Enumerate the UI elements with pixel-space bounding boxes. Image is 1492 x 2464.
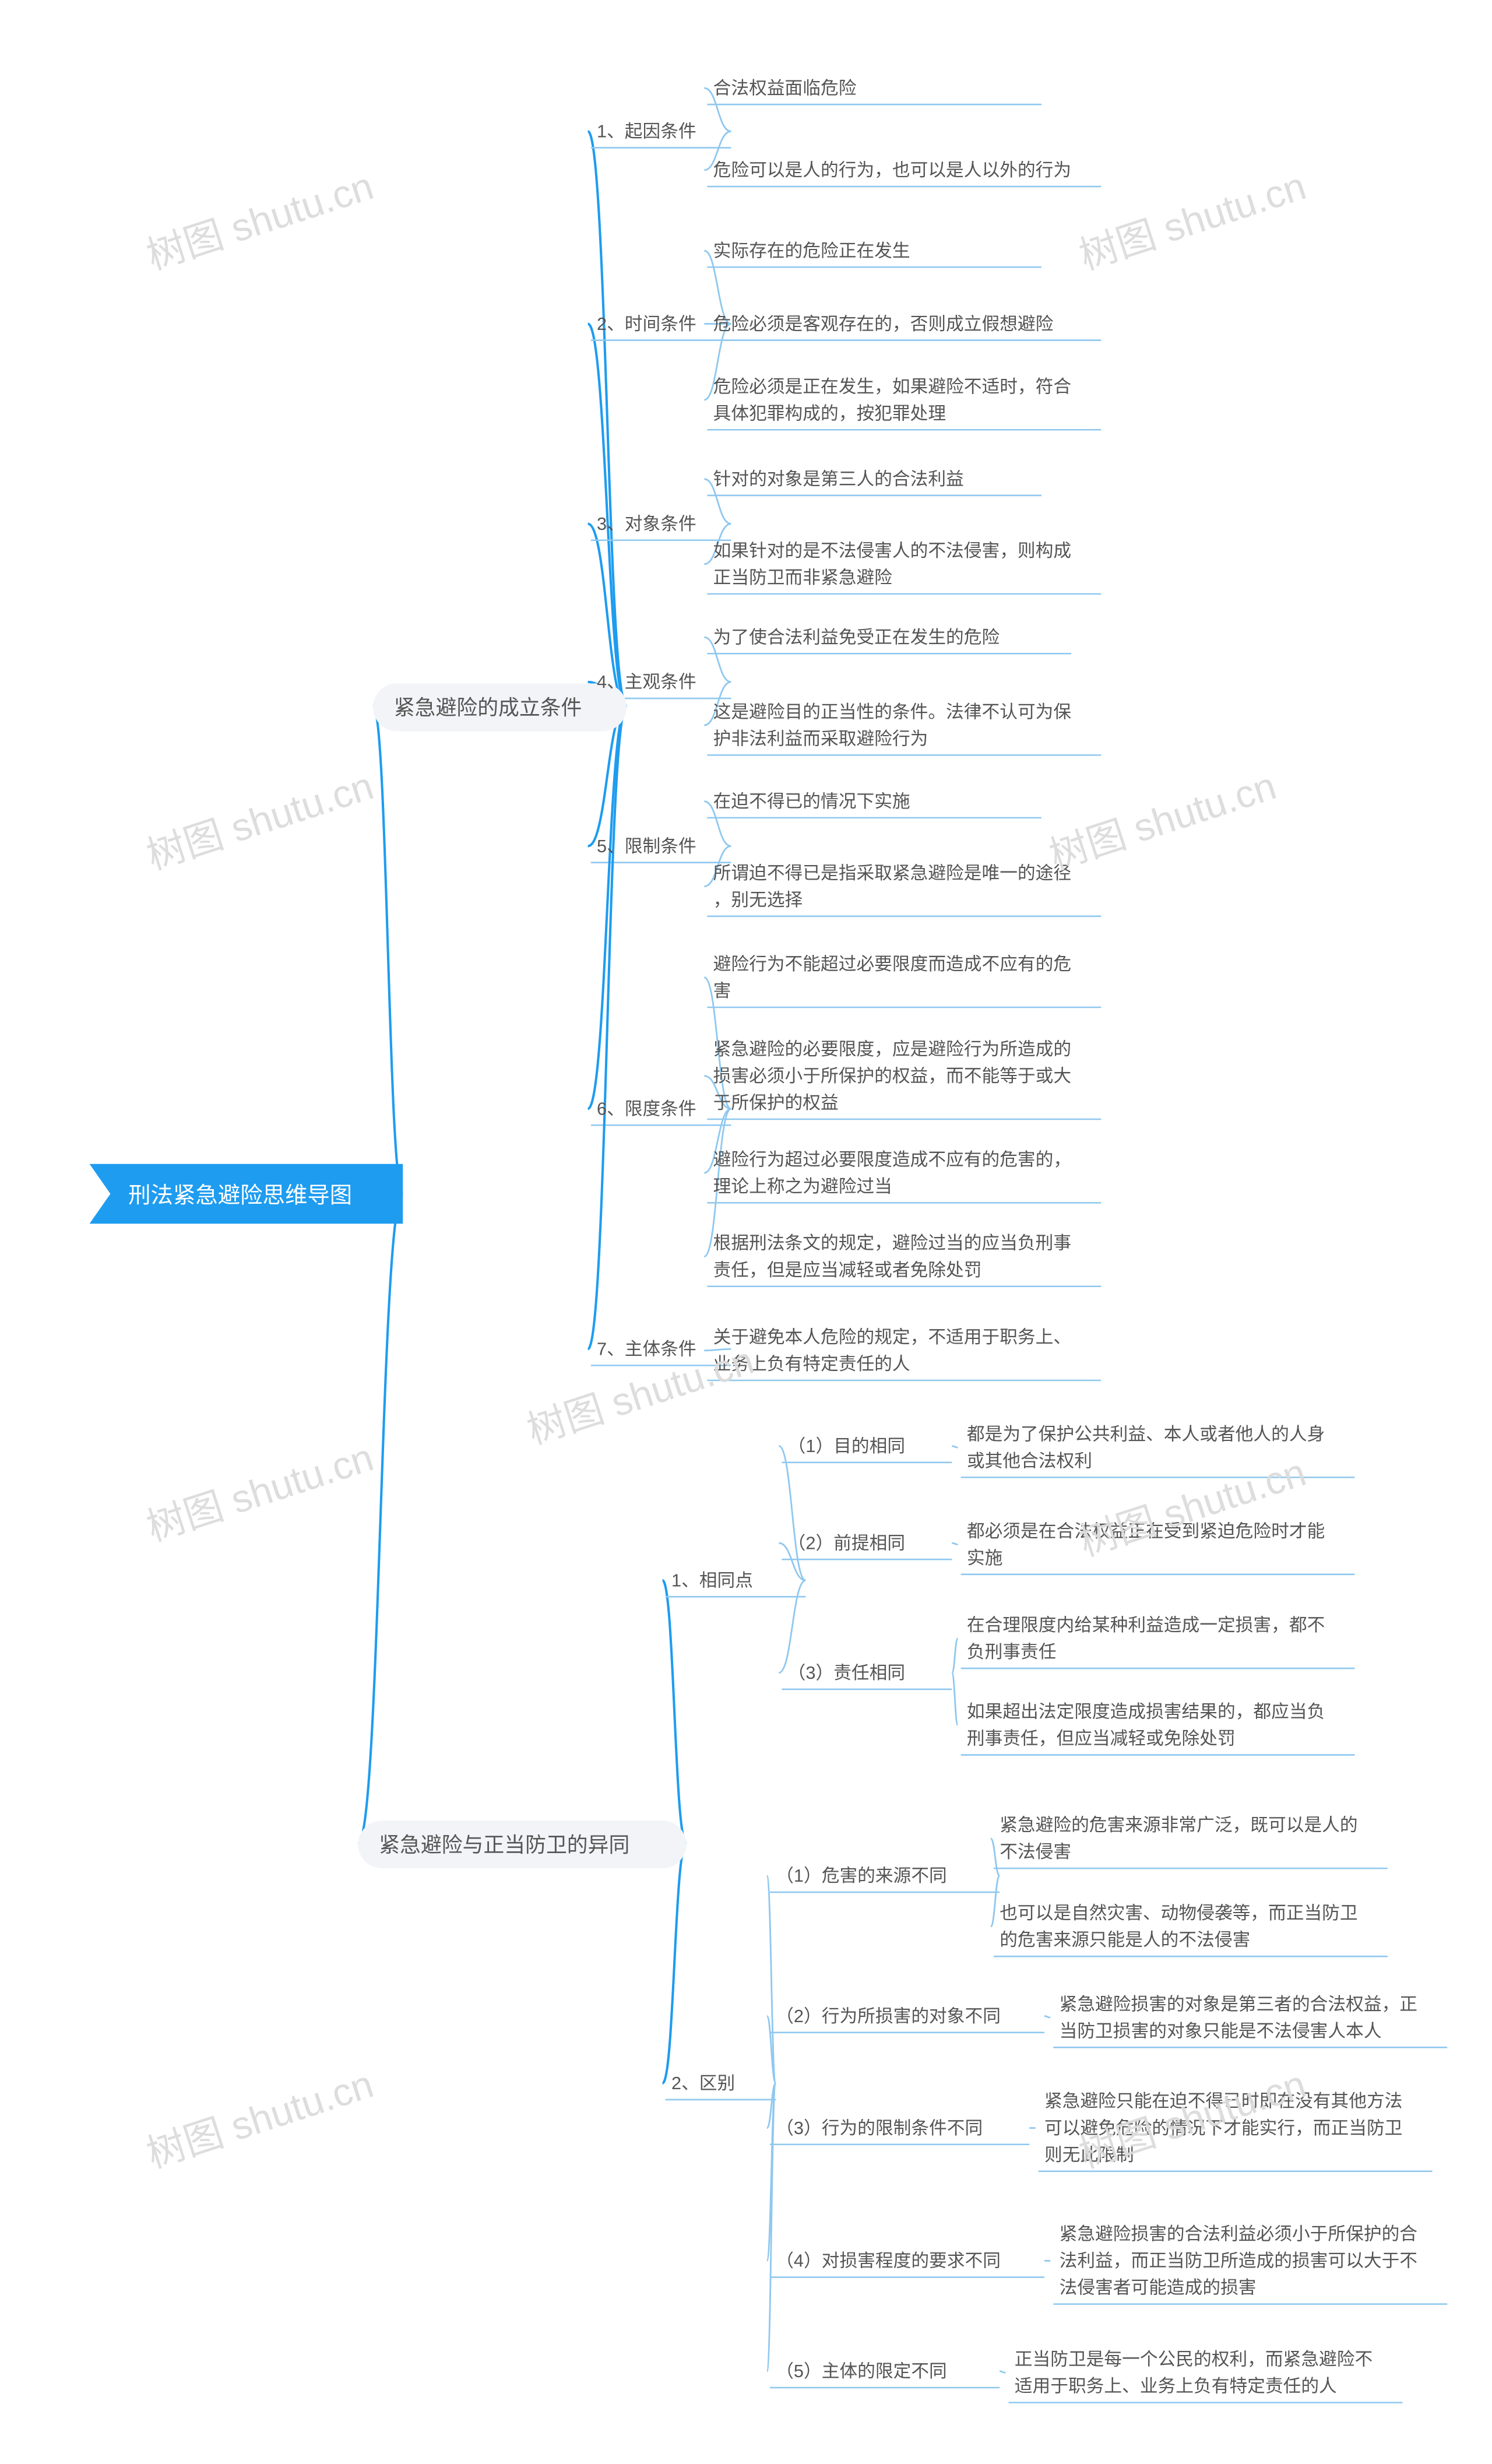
- node-n1a: 合法权益面临危险: [713, 75, 1041, 101]
- node-n7a: 关于避免本人危险的规定，不适用于职务上、 业务上负有特定责任的人: [713, 1324, 1102, 1377]
- node-n1: 1、起因条件: [597, 118, 731, 145]
- node-s2p3a: 紧急避险只能在迫不得已时即在没有其他方法 可以避免危险的情况下才能实行，而正当防…: [1044, 2087, 1433, 2168]
- node-n7: 7、主体条件: [597, 1335, 731, 1362]
- node-s2p4a: 紧急避险损害的合法利益必须小于所保护的合 法利益，而正当防卫所造成的损害可以大于…: [1060, 2220, 1448, 2301]
- node-n2b: 危险必须是客观存在的，否则成立假想避险: [713, 310, 1102, 337]
- node-s2p5: （5）主体的限定不同: [776, 2358, 1000, 2385]
- node-s2p2a: 紧急避险损害的对象是第三者的合法权益，正 当防卫损害的对象只能是不法侵害人本人: [1060, 1991, 1448, 2044]
- branch-b2: 紧急避险与正当防卫的异同: [358, 1820, 686, 1868]
- node-s1p3a: 在合理限度内给某种利益造成一定损害，都不 负刑事责任: [967, 1612, 1355, 1665]
- node-n6b: 紧急避险的必要限度，应是避险行为所造成的 损害必须小于所保护的权益，而不能等于或…: [713, 1036, 1102, 1116]
- edge: [1000, 2371, 1005, 2373]
- node-n5: 5、限制条件: [597, 832, 731, 859]
- node-s2p5a: 正当防卫是每一个公民的权利，而紧急避险不 适用于职务上、业务上负有特定责任的人: [1015, 2346, 1403, 2399]
- edge: [663, 1580, 687, 1843]
- node-s2p1a: 紧急避险的危害来源非常广泛，既可以是人的 不法侵害: [1000, 1812, 1388, 1865]
- node-s1p1: （1）目的相同: [788, 1433, 952, 1460]
- node-s1p3b: 如果超出法定限度造成损害结果的，都应当负 刑事责任，但应当减轻或免除处罚: [967, 1698, 1355, 1752]
- node-s1p2: （2）前提相同: [788, 1530, 952, 1556]
- stage-wrap: 刑法紧急避险思维导图 紧急避险的成立条件紧急避险与正当防卫的异同 1、起因条件 合法权…: [0, 0, 1492, 2464]
- node-s1p3: （3）责任相同: [788, 1660, 952, 1686]
- node-n4a: 为了使合法利益免受正在发生的危险: [713, 624, 1071, 651]
- node-n4b: 这是避险目的正当性的条件。法律不认可为保 护非法利益而采取避险行为: [713, 698, 1102, 752]
- node-s1: 1、相同点: [671, 1567, 805, 1594]
- edge: [1044, 2016, 1050, 2018]
- node-n5a: 在迫不得已的情况下实施: [713, 788, 1041, 815]
- edge: [952, 1673, 958, 1725]
- node-n6a: 避险行为不能超过必要限度而造成不应有的危 害: [713, 951, 1102, 1004]
- node-n4: 4、主观条件: [597, 669, 731, 695]
- node-s2p2: （2）行为所损害的对象不同: [776, 2003, 1044, 2030]
- node-n2: 2、时间条件: [597, 310, 731, 337]
- node-n1b: 危险可以是人的行为，也可以是人以外的行为: [713, 157, 1102, 184]
- edge: [952, 1543, 958, 1545]
- node-n3b: 如果针对的是不法侵害人的不法侵害，则构成 正当防卫而非紧急避险: [713, 537, 1102, 591]
- edge: [952, 1639, 958, 1673]
- edge: [373, 706, 403, 1194]
- node-n3: 3、对象条件: [597, 511, 731, 537]
- edge: [663, 1843, 687, 2083]
- node-n6c: 避险行为超过必要限度造成不应有的危害的， 理论上称之为避险过当: [713, 1146, 1102, 1200]
- node-s2: 2、区别: [671, 2070, 776, 2097]
- node-n5b: 所谓迫不得已是指采取紧急避险是唯一的途径 ，别无选择: [713, 860, 1102, 913]
- node-s1p1a: 都是为了保护公共利益、本人或者他人的人身 或其他合法权利: [967, 1421, 1355, 1474]
- mindmap-stage: 刑法紧急避险思维导图 紧急避险的成立条件紧急避险与正当防卫的异同 1、起因条件 合法权…: [0, 0, 1492, 2464]
- edge: [358, 1194, 403, 1843]
- node-s2p1: （1）危害的来源不同: [776, 1862, 1000, 1889]
- root-node: 刑法紧急避险思维导图: [90, 1164, 403, 1225]
- node-s2p4: （4）对损害程度的要求不同: [776, 2247, 1044, 2274]
- node-n6: 6、限度条件: [597, 1095, 731, 1122]
- edge: [952, 1446, 958, 1448]
- node-n2c: 危险必须是正在发生，如果避险不适时，符合 具体犯罪构成的，按犯罪处理: [713, 373, 1102, 427]
- node-s2p1b: 也可以是自然灾害、动物侵袭等，而正当防卫 的危害来源只能是人的不法侵害: [1000, 1900, 1388, 1953]
- node-n2a: 实际存在的危险正在发生: [713, 237, 1041, 264]
- node-n3a: 针对的对象是第三人的合法利益: [713, 466, 1041, 493]
- node-n6d: 根据刑法条文的规定，避险过当的应当负刑事 责任，但是应当减轻或者免除处罚: [713, 1229, 1102, 1283]
- node-s1p2a: 都必须是在合法权益正在受到紧迫危险时才能 实施: [967, 1518, 1355, 1572]
- node-s2p3: （3）行为的限制条件不同: [776, 2115, 1029, 2142]
- edge: [588, 706, 627, 1349]
- branch-b1: 紧急避险的成立条件: [373, 683, 627, 731]
